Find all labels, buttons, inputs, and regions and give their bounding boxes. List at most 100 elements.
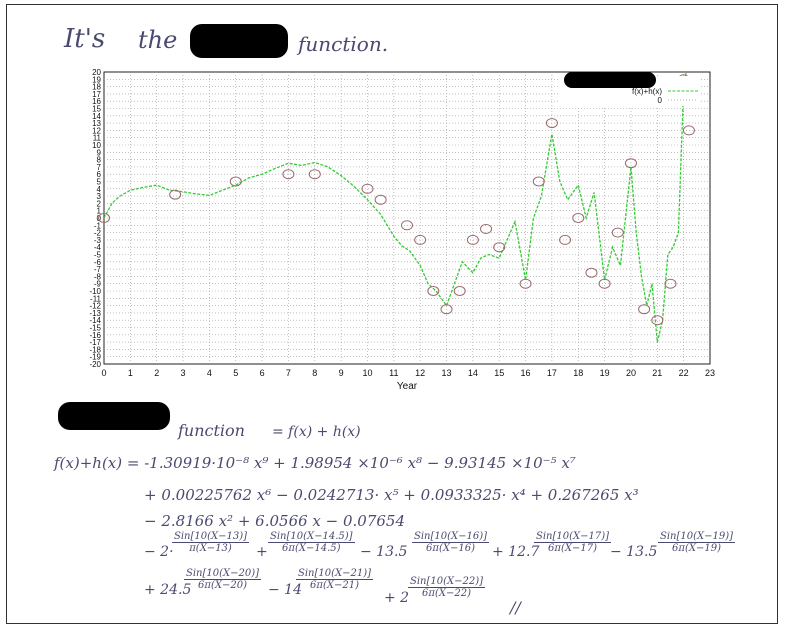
x-tick-label: 14: [468, 368, 478, 378]
y-tick-label: 11: [93, 134, 102, 143]
x-tick-label: 22: [679, 368, 689, 378]
eq-l4-coef-5: − 13.5: [610, 544, 658, 560]
data-point-marker: [308, 169, 321, 180]
data-point-marker: [466, 234, 479, 245]
data-point-marker: [169, 189, 182, 200]
legend-redaction: [564, 72, 656, 88]
y-tick-label: -16: [89, 331, 101, 340]
y-tick-label: 14: [92, 112, 101, 121]
y-tick-label: 7: [97, 163, 102, 172]
x-tick-label: 21: [652, 368, 662, 378]
data-point-marker: [493, 242, 506, 253]
y-tick-label: 0: [97, 214, 102, 223]
data-point-marker: [624, 158, 637, 169]
x-tick-label: 15: [494, 368, 504, 378]
data-point-marker: [98, 213, 110, 223]
end-mark: //: [510, 598, 521, 617]
y-tick-label: -5: [94, 251, 102, 260]
y-tick-label: 19: [92, 75, 101, 84]
x-tick-label: 19: [600, 368, 610, 378]
data-point-marker: [651, 315, 664, 326]
y-tick-label: -12: [89, 302, 101, 311]
eq-l5-coef-2: − 14: [268, 582, 302, 598]
data-point-marker: [545, 118, 558, 129]
data-point-marker: [374, 194, 387, 205]
data-point-marker: [414, 234, 427, 245]
heading-function: function.: [298, 32, 389, 56]
x-tick-label: 23: [705, 368, 715, 378]
eq-fraction-5: Sin[10(X−19)] 6π(X−19): [658, 531, 736, 554]
y-tick-label: 3: [97, 192, 102, 201]
data-point-marker: [401, 220, 413, 231]
eq-intro-rhs: = f(x) + h(x): [272, 424, 361, 440]
eq-line-1: f(x)+h(x) = -1.30919·10⁻⁸ x⁹ + 1.98954 ×…: [54, 454, 576, 472]
x-tick-label: 2: [154, 368, 159, 378]
y-tick-label: -11: [90, 294, 102, 303]
y-tick-label: 16: [92, 97, 101, 106]
function-chart: 0 1 2 3 4 5 6 7 8 9 10 11 12 13 14 15 16 17 18 19 20 21 22 2320…: [89, 68, 715, 392]
eq-l4-coef-4: + 12.7: [492, 544, 540, 560]
data-point-marker: [598, 278, 611, 289]
data-point-marker: [453, 286, 466, 296]
y-tick-label: 2: [97, 199, 102, 208]
y-tick-label: -17: [89, 338, 101, 347]
eq-l4-coef-1: − 2·: [144, 544, 174, 560]
x-tick-label: 20: [626, 368, 636, 378]
y-tick-label: 13: [92, 119, 101, 128]
data-point-marker: [440, 304, 453, 315]
heading-the: the: [138, 26, 178, 54]
data-point-marker: [519, 278, 532, 289]
x-tick-label: 17: [547, 368, 557, 378]
y-tick-label: -18: [89, 345, 101, 354]
heading-its: It's: [64, 24, 106, 54]
eq-fraction-6: Sin[10(X−20)] 6π(X−20): [184, 568, 262, 591]
y-tick-label: 12: [92, 126, 101, 135]
y-tick-label: 20: [92, 68, 101, 77]
x-tick-label: 0: [101, 368, 106, 378]
y-tick-label: -13: [89, 309, 101, 318]
eq-l4-coef-3: − 13.5: [360, 544, 408, 560]
eq-l5-coef-3: + 2: [384, 590, 410, 606]
y-tick-label: 18: [92, 83, 101, 92]
eq-l5-coef-1: + 24.5: [144, 582, 192, 598]
y-tick-label: -14: [89, 316, 101, 325]
y-tick-label: -4: [94, 243, 102, 252]
eq-line-3: − 2.8166 x² + 6.0566 x − 0.07654: [144, 512, 406, 530]
data-point-marker: [611, 227, 624, 238]
y-tick-label: 6: [97, 170, 102, 179]
data-point-marker: [664, 278, 677, 289]
data-point-marker: [361, 183, 374, 194]
y-tick-label: 10: [92, 141, 101, 150]
y-tick-label: 1: [97, 207, 102, 216]
y-tick-label: -2: [94, 229, 102, 238]
y-tick-label: -6: [94, 258, 102, 267]
legend-label-series-2: 0: [658, 96, 663, 105]
data-point-marker: [559, 234, 572, 245]
x-tick-label: 1: [128, 368, 133, 378]
data-point-marker: [532, 176, 545, 187]
y-tick-label: -1: [94, 221, 102, 230]
y-tick-label: 8: [97, 156, 102, 165]
x-tick-label: 16: [521, 368, 531, 378]
redacted-name-equation: [58, 402, 170, 430]
y-tick-label: -19: [89, 353, 101, 362]
eq-intro-lhs: function: [178, 421, 245, 440]
y-tick-label: 15: [92, 105, 101, 114]
x-tick-label: 5: [233, 368, 238, 378]
x-tick-label: 4: [207, 368, 212, 378]
data-point-marker: [585, 267, 598, 278]
eq-fraction-2: Sin[10(X−14.5)] 6π(X−14.5): [268, 531, 355, 554]
data-point-marker: [480, 223, 493, 234]
y-tick-label: -3: [94, 236, 102, 245]
data-point-marker: [682, 125, 695, 136]
data-point-marker: [572, 213, 585, 223]
eq-fraction-4: Sin[10(X−17)] 6π(X−17): [534, 531, 612, 554]
y-tick-label: 5: [97, 178, 102, 187]
data-point-marker: [229, 176, 242, 187]
page-frame: [6, 4, 778, 624]
x-tick-label: 8: [312, 368, 317, 378]
eq-fraction-3: Sin[10(X−16)] 6π(X−16): [412, 531, 490, 554]
x-tick-label: 6: [260, 368, 265, 378]
y-tick-label: 9: [97, 148, 102, 157]
x-tick-label: 12: [415, 368, 425, 378]
